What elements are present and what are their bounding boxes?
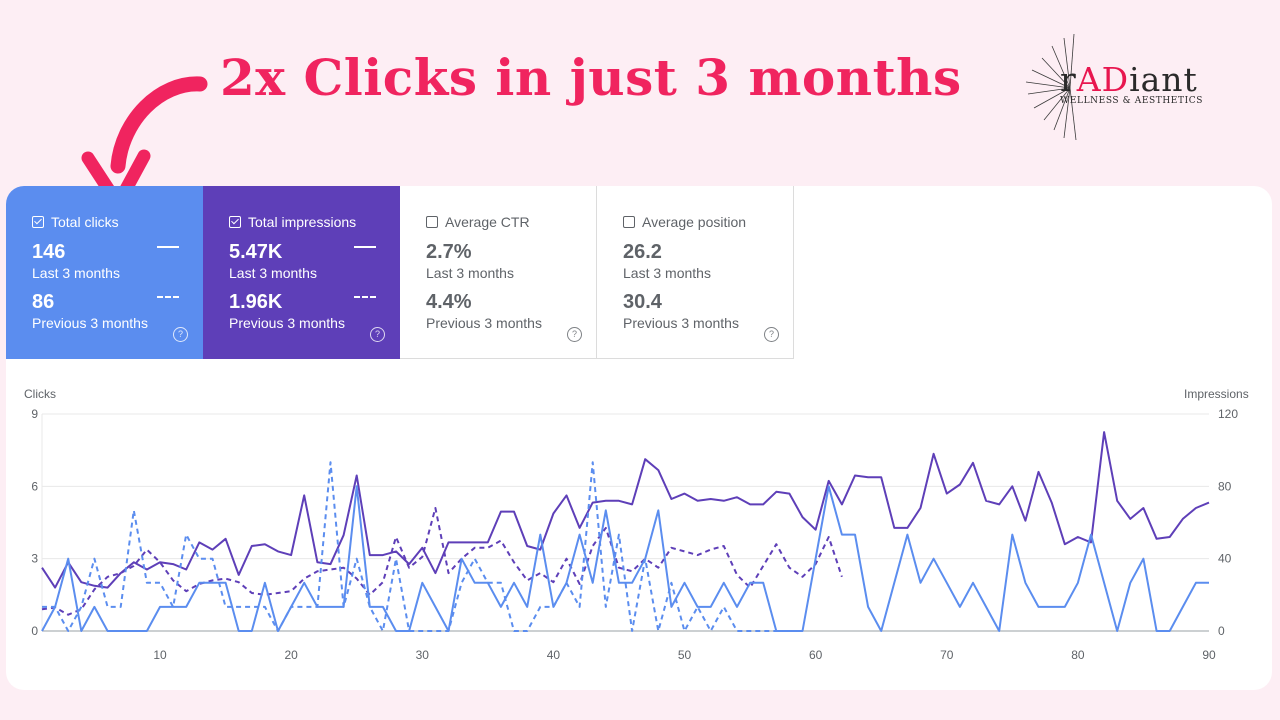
y-right-tick-label: 0 [1218, 624, 1225, 638]
metric-period: Last 3 months [229, 265, 317, 281]
metric-label: Average CTR [445, 214, 530, 230]
metric-previous-period: Previous 3 months [229, 315, 345, 331]
metric-previous-value: 30.4 [623, 291, 662, 313]
dashed-line-legend-icon [354, 296, 376, 298]
metric-previous-period: Previous 3 months [623, 315, 739, 331]
checkbox-unchecked-icon[interactable] [623, 216, 635, 228]
series-line-right-solid [41, 431, 1210, 589]
y-right-axis-title: Impressions [1184, 387, 1249, 401]
x-tick-label: 30 [416, 648, 430, 662]
metric-value: 26.2 [623, 241, 662, 263]
metric-period: Last 3 months [426, 265, 514, 281]
checkbox-checked-icon[interactable] [32, 216, 44, 228]
checkbox-unchecked-icon[interactable] [426, 216, 438, 228]
y-left-tick-label: 9 [31, 407, 38, 421]
help-icon[interactable]: ? [764, 327, 779, 342]
x-tick-label: 60 [809, 648, 823, 662]
metric-average-ctr[interactable]: Average CTR 2.7% Last 3 months 4.4% Prev… [400, 186, 597, 359]
metric-previous-period: Previous 3 months [32, 315, 148, 331]
logo-subtitle: WELLNESS & AESTHETICS [1060, 96, 1203, 106]
logo: rADiant WELLNESS & AESTHETICS [1018, 32, 1218, 144]
metric-value: 146 [32, 241, 66, 263]
metric-label: Total clicks [51, 214, 119, 230]
x-tick-label: 80 [1071, 648, 1085, 662]
sunburst-icon [1025, 33, 1077, 141]
metric-label: Total impressions [248, 214, 357, 230]
series-line-left-dashed [42, 461, 803, 632]
y-right-tick-label: 120 [1218, 407, 1238, 421]
metric-total-clicks[interactable]: Total clicks 146 Last 3 months 86 Previo… [6, 186, 203, 359]
metric-total-impressions[interactable]: Total impressions 5.47K Last 3 months 1.… [203, 186, 400, 359]
y-left-tick-label: 0 [31, 624, 38, 638]
series-line-right-dashed [41, 507, 843, 616]
help-icon[interactable]: ? [567, 327, 582, 342]
x-tick-label: 90 [1202, 648, 1216, 662]
dashed-line-legend-icon [157, 296, 179, 298]
metric-previous-value: 4.4% [426, 291, 472, 313]
performance-chart: Clicks Impressions 0 3 6 9 0 40 80 120 10 20 30 40 5… [6, 376, 1272, 676]
metric-period: Last 3 months [623, 265, 711, 281]
x-tick-label: 10 [153, 648, 167, 662]
y-left-axis-title: Clicks [24, 387, 56, 401]
x-tick-label: 40 [547, 648, 561, 662]
y-left-tick-label: 3 [31, 552, 38, 566]
headline: 2x Clicks in just 3 months [220, 48, 962, 107]
metric-label: Average position [642, 214, 747, 230]
x-tick-label: 70 [940, 648, 954, 662]
performance-card: Total clicks 146 Last 3 months 86 Previo… [6, 186, 1272, 690]
metric-previous-value: 86 [32, 291, 55, 313]
metric-average-position[interactable]: Average position 26.2 Last 3 months 30.4… [597, 186, 794, 359]
metric-value: 2.7% [426, 241, 472, 263]
help-icon[interactable]: ? [370, 327, 385, 342]
x-tick-label: 50 [678, 648, 692, 662]
help-icon[interactable]: ? [173, 327, 188, 342]
x-tick-label: 20 [284, 648, 298, 662]
y-left-tick-label: 6 [31, 479, 38, 493]
metric-period: Last 3 months [32, 265, 120, 281]
y-right-tick-label: 40 [1218, 552, 1232, 566]
checkbox-checked-icon[interactable] [229, 216, 241, 228]
solid-line-legend-icon [157, 246, 179, 248]
y-right-tick-label: 80 [1218, 479, 1232, 493]
series-line-left-solid [41, 485, 1209, 632]
solid-line-legend-icon [354, 246, 376, 248]
metric-value: 5.47K [229, 241, 283, 263]
metric-previous-period: Previous 3 months [426, 315, 542, 331]
metric-previous-value: 1.96K [229, 291, 283, 313]
logo-wordmark: rADiant [1060, 60, 1198, 99]
